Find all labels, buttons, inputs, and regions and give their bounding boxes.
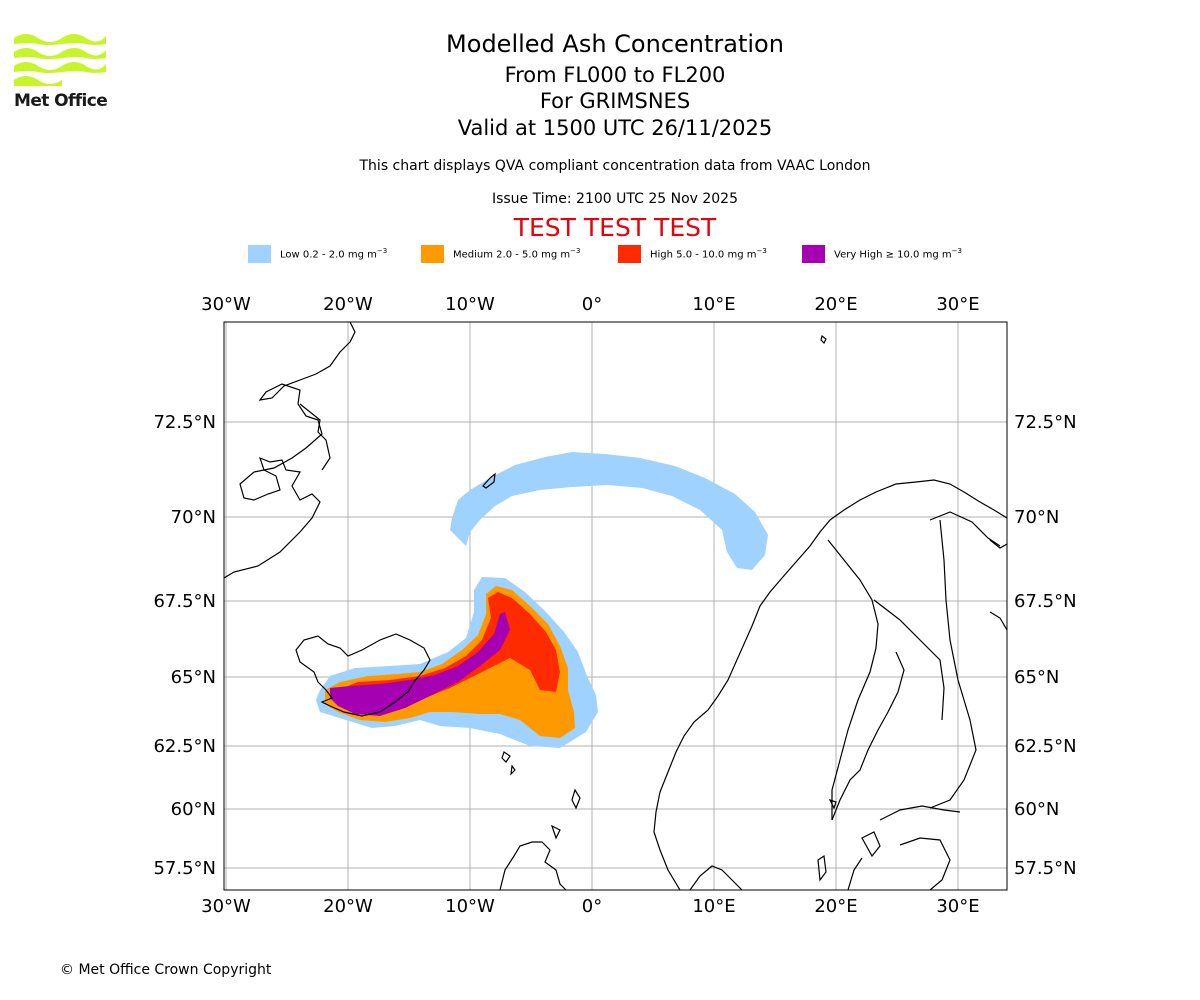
lon-labels-bottom: 30°W 20°W 10°W 0° 10°E 20°E 30°E <box>201 896 979 917</box>
legend-swatch-low <box>248 245 271 263</box>
lat-label: 70°N <box>171 507 216 528</box>
legend-label-low: Low 0.2 - 2.0 mg m−3 <box>280 247 388 261</box>
legend-swatch-medium <box>421 245 444 263</box>
lat-label: 65°N <box>1014 667 1059 688</box>
lat-label: 67.5°N <box>1014 591 1077 612</box>
lat-label: 67.5°N <box>153 591 216 612</box>
met-office-logo-icon <box>14 34 106 86</box>
lat-label: 60°N <box>1014 799 1059 820</box>
coastlines <box>224 322 1007 890</box>
lat-label: 72.5°N <box>153 412 216 433</box>
lat-label: 60°N <box>171 799 216 820</box>
valid-time: Valid at 1500 UTC 26/11/2025 <box>457 116 773 140</box>
lon-label: 30°E <box>936 294 979 315</box>
flight-levels: From FL000 to FL200 <box>504 63 726 87</box>
lon-label: 20°W <box>323 294 373 315</box>
chart-subtitle: This chart displays QVA compliant concen… <box>359 158 871 174</box>
chart-title: Modelled Ash Concentration <box>446 30 784 58</box>
lon-label: 10°E <box>692 896 735 917</box>
lat-label: 62.5°N <box>153 736 216 757</box>
lat-label: 70°N <box>1014 507 1059 528</box>
lon-label: 0° <box>582 294 602 315</box>
copyright: © Met Office Crown Copyright <box>60 962 272 978</box>
lon-label: 30°W <box>201 294 251 315</box>
issue-time: Issue Time: 2100 UTC 25 Nov 2025 <box>491 191 739 207</box>
lon-label: 0° <box>582 896 602 917</box>
legend-label-high: High 5.0 - 10.0 mg m−3 <box>650 247 767 261</box>
map-frame <box>223 321 1008 891</box>
lat-labels-right: 72.5°N 70°N 67.5°N 65°N 62.5°N 60°N 57.5… <box>1014 412 1077 879</box>
lat-label: 65°N <box>171 667 216 688</box>
lon-label: 20°W <box>323 896 373 917</box>
legend-label-medium: Medium 2.0 - 5.0 mg m−3 <box>453 247 581 261</box>
legend-swatch-high <box>618 245 641 263</box>
logo-text: Met Office <box>14 91 108 111</box>
lat-label: 57.5°N <box>153 858 216 879</box>
lat-label: 57.5°N <box>1014 858 1077 879</box>
volcano-name: For GRIMSNES <box>539 89 691 113</box>
test-banner: TEST TEST TEST <box>513 213 717 242</box>
lon-label: 20°E <box>814 896 857 917</box>
legend-label-very-high: Very High ≥ 10.0 mg m−3 <box>834 247 962 261</box>
lat-label: 72.5°N <box>1014 412 1077 433</box>
lon-label: 10°E <box>692 294 735 315</box>
lon-label: 10°W <box>445 294 495 315</box>
lon-label: 30°E <box>936 896 979 917</box>
lat-labels-left: 72.5°N 70°N 67.5°N 65°N 62.5°N 60°N 57.5… <box>153 412 216 879</box>
legend-swatch-very-high <box>802 245 825 263</box>
lon-label: 20°E <box>814 294 857 315</box>
lon-label: 30°W <box>201 896 251 917</box>
lon-label: 10°W <box>445 896 495 917</box>
lat-label: 62.5°N <box>1014 736 1077 757</box>
ash-very-high-region <box>330 612 510 716</box>
graticule <box>224 322 1007 890</box>
lon-labels-top: 30°W 20°W 10°W 0° 10°E 20°E 30°E <box>201 294 979 315</box>
